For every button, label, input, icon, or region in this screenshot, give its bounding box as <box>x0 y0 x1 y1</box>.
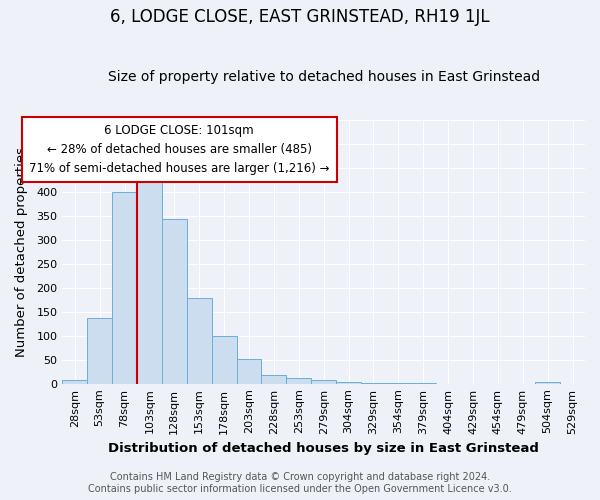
Bar <box>286 378 311 384</box>
Text: 6, LODGE CLOSE, EAST GRINSTEAD, RH19 1JL: 6, LODGE CLOSE, EAST GRINSTEAD, RH19 1JL <box>110 8 490 26</box>
Bar <box>112 192 137 384</box>
X-axis label: Distribution of detached houses by size in East Grinstead: Distribution of detached houses by size … <box>108 442 539 455</box>
Bar <box>212 336 236 384</box>
Y-axis label: Number of detached properties: Number of detached properties <box>15 147 28 357</box>
Title: Size of property relative to detached houses in East Grinstead: Size of property relative to detached ho… <box>107 70 540 85</box>
Bar <box>411 382 436 384</box>
Text: Contains HM Land Registry data © Crown copyright and database right 2024.
Contai: Contains HM Land Registry data © Crown c… <box>88 472 512 494</box>
Text: 6 LODGE CLOSE: 101sqm
← 28% of detached houses are smaller (485)
71% of semi-det: 6 LODGE CLOSE: 101sqm ← 28% of detached … <box>29 124 329 174</box>
Bar <box>361 382 386 384</box>
Bar <box>162 218 187 384</box>
Bar <box>311 380 336 384</box>
Bar <box>62 380 87 384</box>
Bar <box>262 375 286 384</box>
Bar <box>187 298 212 384</box>
Bar <box>535 382 560 384</box>
Bar <box>87 318 112 384</box>
Bar <box>236 359 262 384</box>
Bar <box>137 168 162 384</box>
Bar <box>336 382 361 384</box>
Bar <box>386 382 411 384</box>
